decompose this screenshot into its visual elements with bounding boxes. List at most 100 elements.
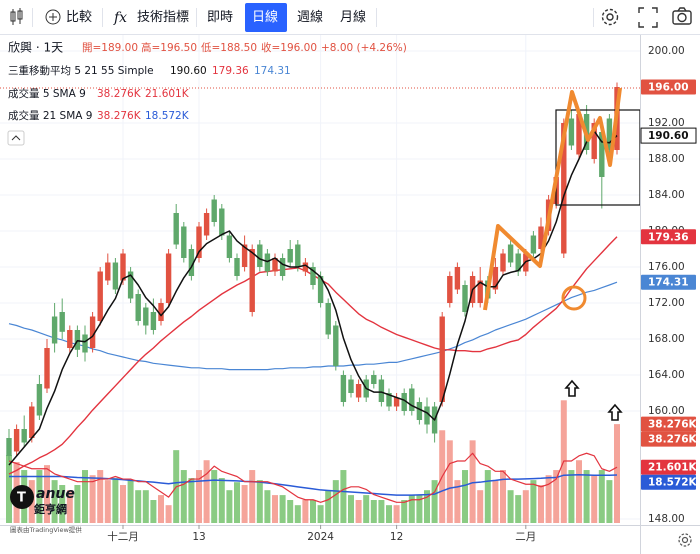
candle-body [188,249,195,276]
candle-body [127,271,134,299]
volume-bar [401,500,408,523]
realtime-button[interactable]: 即時 [207,10,233,25]
volume-bar [469,440,476,523]
candle-body [112,262,119,290]
logo-mark [10,485,34,509]
candle-body [439,316,445,402]
candle-body [279,258,286,276]
candle-body [462,285,468,312]
volume-bar [538,485,544,523]
x-tick-label: 十二月 [107,530,139,543]
y-tick-label: 172.00 [648,297,685,309]
volume-bar [196,470,202,523]
candle-body [538,226,544,249]
volume-bar [97,470,104,523]
volume-bar [568,470,575,523]
candle-body [378,379,385,402]
vol-ma5-line [8,452,618,503]
axes: 200.00192.00188.00184.00180.00176.00172.… [0,35,700,554]
settings-button[interactable] [601,8,619,26]
ohlc-open: 開=189.00 [82,42,138,54]
candle-body [287,249,293,263]
ma5-badge-bg [641,128,696,144]
candle-body [165,253,172,303]
compare-button[interactable]: 比較 [45,9,92,25]
volume-bar [272,495,278,523]
fullscreen-button[interactable] [638,7,658,28]
volume-bar [310,500,316,523]
y-tick-label: 176.00 [648,261,685,273]
candle-body [295,244,301,267]
candle-body [219,208,225,236]
volume-bar [325,490,332,523]
volume-bar [355,500,362,523]
volume-bar [363,495,370,523]
brand-cn: 鉅亨網 [33,502,67,516]
volume-bar [82,470,88,523]
toolbar: 比較 fx 技術指標 即時 日線 週線 月線 [0,3,700,35]
y-tick-label: 148.00 [648,513,685,525]
daily-button-bg[interactable] [245,3,287,32]
volume-bar [44,465,50,523]
volume-bar [127,480,134,523]
volume-badge-bg [641,416,696,432]
volume-bar [150,500,157,523]
candle-body [340,375,347,402]
volume-bar [530,480,537,523]
arrow-annotation [564,379,580,397]
volume-bar [393,505,400,523]
candle-body [150,312,157,330]
volume-bar [431,480,438,523]
candle-body [249,249,255,312]
daily-button[interactable]: 日線 [252,9,278,25]
candle-body [576,114,582,155]
volume-bar [6,455,12,523]
vol-ma5-value: 21.601K [145,88,190,100]
vol-ma21-value: 18.572K [145,110,190,122]
x-tick-label: 2024 [307,531,334,543]
volume-bar [218,478,225,523]
volume-bar [386,505,392,523]
candle-body [226,235,233,258]
volume-bar [500,470,506,523]
snapshot-button[interactable] [672,7,692,25]
volume-bar [454,480,461,523]
ma55-badge-bg [641,274,696,290]
candle-body [234,258,240,276]
arrow-annotation [607,403,623,421]
candle-body [257,244,263,267]
indicators-label: 技術指標 [137,10,189,25]
weekly-button[interactable]: 週線 [297,9,323,25]
volume-bar [294,505,301,523]
candle-body [51,316,58,344]
candle-body [241,244,248,267]
ma55-badge: 174.31 [648,277,689,289]
credit: 圖表由TradingView提供 [10,525,82,534]
volume-bar [302,500,309,523]
candle-body [507,244,514,263]
axis-settings-button[interactable] [678,533,692,547]
ma5-badge-border [640,127,697,144]
candle-body [454,267,461,290]
ma21-badge: 179.36 [648,231,689,243]
volume-bar [614,424,620,523]
monthly-button[interactable]: 月線 [340,9,366,25]
candle-body [348,379,354,393]
ohlc-low: 低=188.50 [201,41,257,54]
volume-bar [180,470,187,523]
candle-body [105,262,111,281]
candle-body [591,123,597,159]
volume-bar [203,460,210,523]
volume-bar [89,475,96,523]
chart-type-button[interactable] [10,8,23,25]
volume-bar [165,505,172,523]
legend: 欣興 · 1天 開=189.00 高=196.50 低=188.50 收=196… [7,41,407,146]
volume-bar [332,480,339,523]
candle-body [310,267,316,285]
legend-collapse-button[interactable] [7,130,25,146]
volume-bar [598,470,605,523]
volume-bar [135,490,142,523]
annotations [0,87,641,421]
volume-bar [515,495,522,523]
indicators-button[interactable]: fx 技術指標 [113,10,189,26]
